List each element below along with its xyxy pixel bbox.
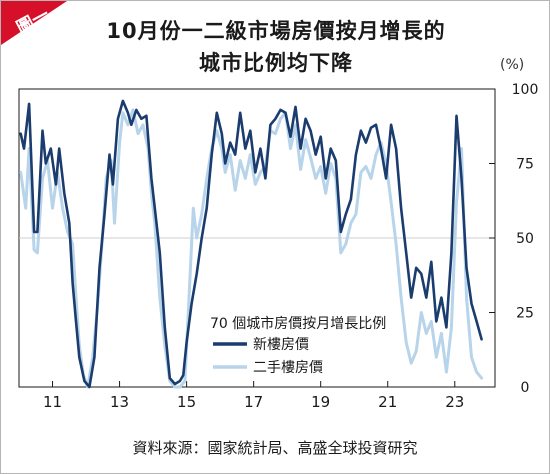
- y-tick-label: 50: [516, 231, 534, 247]
- source-note: 資料來源：國家統計局、高盛全球投資研究: [132, 439, 418, 457]
- line-chart: 11 13 15 17 19 21 23 0 25 50 75 100 70 個城市房價按月增長比例…: [18, 82, 539, 411]
- y-tick-label: 0: [521, 380, 530, 396]
- x-tick-label: 21: [378, 393, 397, 411]
- y-axis-unit: (%): [500, 57, 525, 73]
- series-line-1: [19, 108, 484, 389]
- x-tick-label: 19: [311, 393, 330, 411]
- y-tick-label: 75: [516, 157, 534, 173]
- x-tick-label: 23: [445, 393, 464, 411]
- legend-label: 新樓房價: [253, 336, 309, 353]
- series-line-2: [19, 99, 483, 389]
- figure-badge: [1, 1, 67, 45]
- chart-title-line-2: 城市比例均下降: [199, 51, 353, 75]
- y-tick-label: 25: [516, 306, 534, 322]
- x-tick-label: 13: [110, 393, 129, 411]
- chart-title-line-1: 10月份一二級市場房價按月增長的: [106, 19, 446, 43]
- x-tick-label: 15: [177, 393, 196, 411]
- y-tick-label: 100: [512, 82, 539, 98]
- x-tick-label: 11: [43, 393, 62, 411]
- badge-shape: [1, 1, 67, 45]
- x-tick-label: 17: [244, 393, 263, 411]
- legend-label: 二手樓房價: [253, 359, 323, 376]
- legend-title: 70 個城市房價按月增長比例: [210, 315, 386, 332]
